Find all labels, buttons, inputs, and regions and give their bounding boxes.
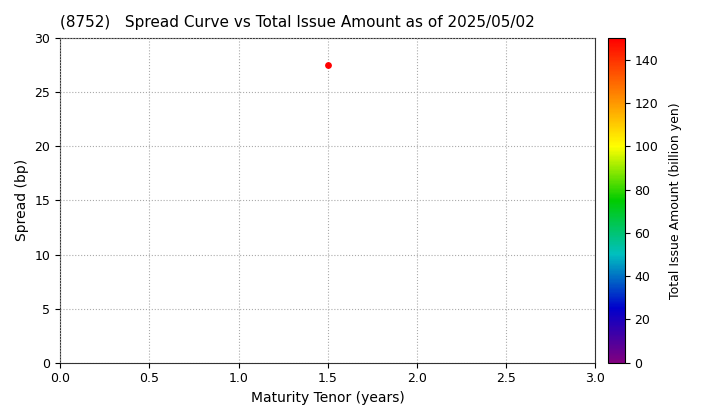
Point xyxy=(322,62,333,68)
Y-axis label: Spread (bp): Spread (bp) xyxy=(15,159,29,242)
Y-axis label: Total Issue Amount (billion yen): Total Issue Amount (billion yen) xyxy=(669,102,683,299)
X-axis label: Maturity Tenor (years): Maturity Tenor (years) xyxy=(251,391,405,405)
Text: (8752)   Spread Curve vs Total Issue Amount as of 2025/05/02: (8752) Spread Curve vs Total Issue Amoun… xyxy=(60,15,535,30)
